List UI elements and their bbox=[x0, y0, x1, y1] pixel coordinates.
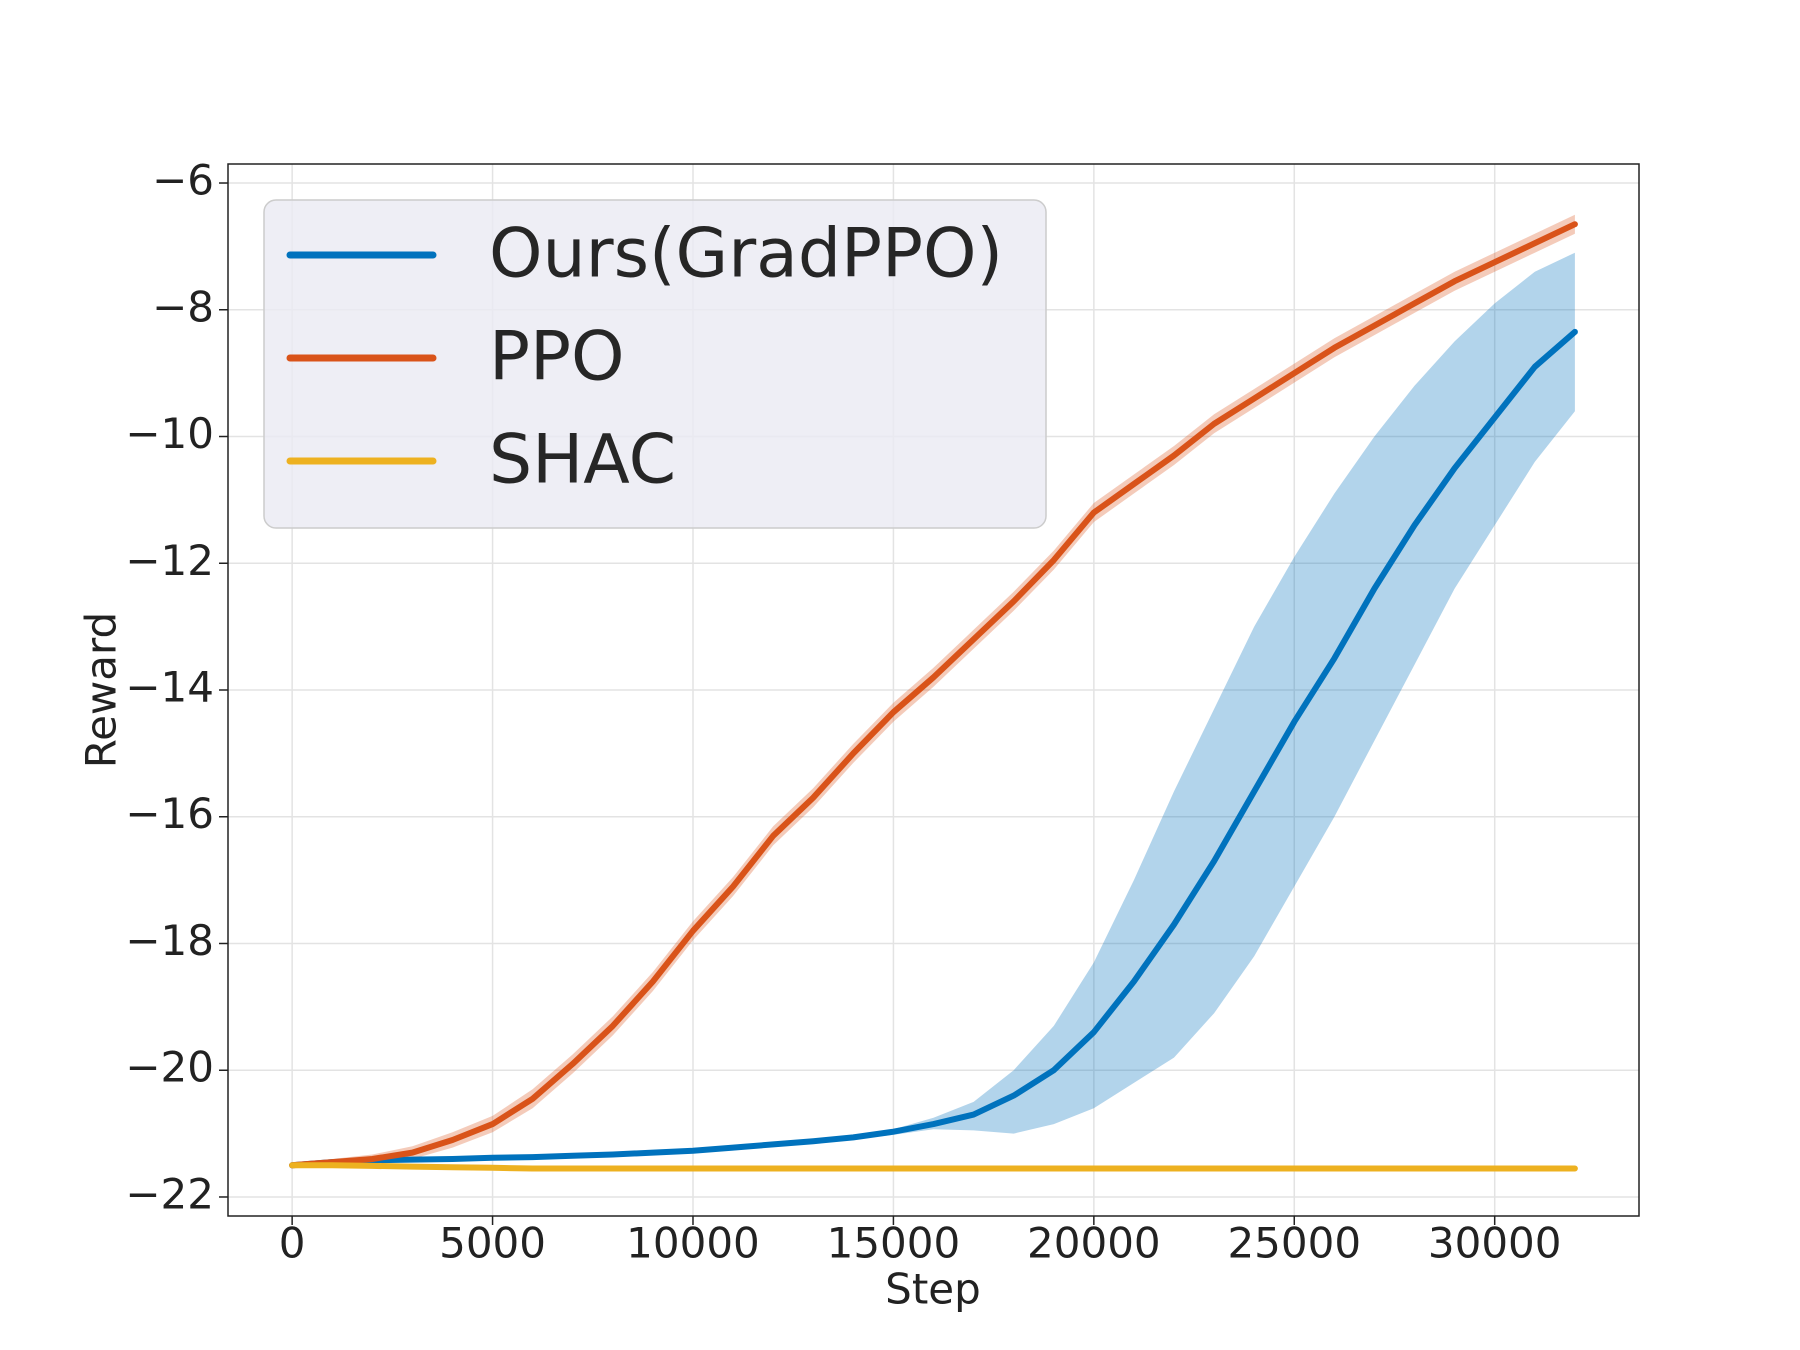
series-line bbox=[289, 1162, 1578, 1172]
series-line bbox=[289, 221, 1578, 1169]
x-tick-label: 25000 bbox=[1227, 1219, 1361, 1268]
legend: Ours(GradPPO) PPO SHAC bbox=[263, 199, 1047, 529]
x-tick-label: 5000 bbox=[439, 1219, 546, 1268]
x-tick-label: 30000 bbox=[1428, 1219, 1562, 1268]
y-axis-label: Reward bbox=[77, 612, 126, 768]
y-tick-label: −14 bbox=[125, 663, 214, 712]
x-axis-label: Step bbox=[885, 1265, 981, 1314]
x-tick-label: 0 bbox=[279, 1219, 306, 1268]
legend-label: Ours(GradPPO) bbox=[489, 215, 1003, 294]
series-line bbox=[289, 328, 1578, 1169]
x-tick-label: 10000 bbox=[626, 1219, 760, 1268]
legend-label: SHAC bbox=[489, 421, 676, 500]
y-tick-label: −20 bbox=[125, 1043, 214, 1092]
bands bbox=[292, 214, 1575, 1169]
y-tick-label: −6 bbox=[152, 156, 214, 205]
legend-label: PPO bbox=[489, 318, 625, 397]
y-tick-label: −18 bbox=[125, 916, 214, 965]
band bbox=[292, 252, 1575, 1167]
x-tick-label: 20000 bbox=[1027, 1219, 1161, 1268]
lines bbox=[289, 221, 1578, 1172]
legend-box bbox=[263, 199, 1047, 529]
x-tick-label: 15000 bbox=[827, 1219, 961, 1268]
y-tick-label: −16 bbox=[125, 789, 214, 838]
y-tick-label: −10 bbox=[125, 409, 214, 458]
y-tick-label: −22 bbox=[125, 1169, 214, 1218]
y-tick-label: −12 bbox=[125, 536, 214, 585]
y-tick-label: −8 bbox=[152, 282, 214, 331]
